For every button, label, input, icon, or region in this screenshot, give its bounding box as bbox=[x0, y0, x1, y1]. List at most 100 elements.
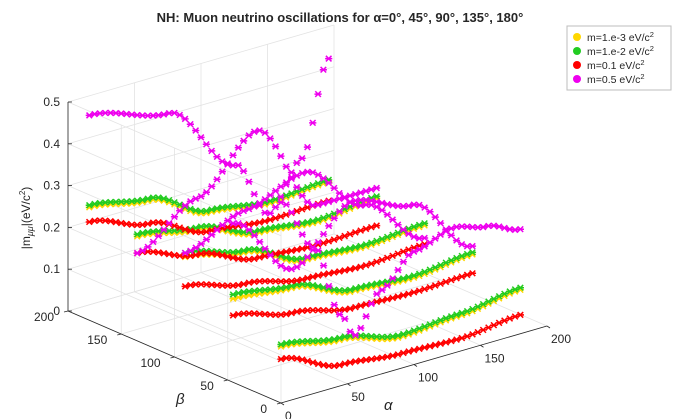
data-point bbox=[389, 216, 397, 223]
data-point bbox=[282, 254, 290, 261]
data-point bbox=[426, 208, 434, 216]
data-point bbox=[181, 115, 189, 123]
data-point bbox=[245, 226, 253, 234]
data-point bbox=[378, 286, 386, 294]
data-point bbox=[261, 245, 269, 253]
data-point bbox=[516, 284, 524, 292]
data-point bbox=[405, 251, 413, 259]
x-tick-mark bbox=[347, 383, 351, 387]
data-point bbox=[271, 203, 280, 211]
data-point bbox=[490, 222, 498, 229]
data-point bbox=[479, 223, 487, 231]
data-point bbox=[218, 221, 226, 229]
data-point bbox=[255, 202, 264, 209]
data-point bbox=[404, 230, 413, 238]
data-point bbox=[85, 218, 93, 226]
data-point bbox=[516, 311, 524, 319]
data-point bbox=[452, 237, 461, 244]
series-0-curve-beta-45 bbox=[229, 251, 477, 303]
data-point bbox=[346, 359, 354, 366]
data-point bbox=[138, 247, 147, 255]
data-point bbox=[239, 167, 248, 175]
data-point bbox=[426, 239, 434, 246]
data-point bbox=[218, 168, 226, 175]
data-point bbox=[314, 360, 322, 368]
data-point bbox=[383, 200, 391, 208]
data-point bbox=[309, 119, 317, 127]
data-point bbox=[383, 282, 391, 289]
y-tick-label: 0 bbox=[260, 402, 267, 416]
data-point bbox=[154, 111, 163, 119]
y-tick-label: 50 bbox=[200, 379, 214, 393]
data-point bbox=[389, 275, 397, 282]
x-tick-label: 200 bbox=[551, 332, 571, 346]
data-point bbox=[335, 189, 344, 197]
data-point bbox=[437, 231, 445, 238]
data-point bbox=[303, 198, 312, 206]
data-point bbox=[261, 225, 269, 233]
data-point bbox=[282, 248, 290, 256]
legend-marker bbox=[573, 47, 581, 55]
legend-entry-label: m=0.5 eV/c2 bbox=[587, 72, 645, 86]
data-point bbox=[399, 258, 407, 266]
data-point bbox=[420, 234, 429, 242]
data-point bbox=[330, 269, 338, 276]
data-point bbox=[394, 221, 402, 229]
data-point bbox=[468, 269, 477, 277]
z-tick-label: 0.1 bbox=[43, 262, 60, 276]
data-point bbox=[330, 301, 338, 309]
data-point bbox=[330, 214, 338, 222]
data-point bbox=[181, 202, 189, 209]
data-point bbox=[389, 333, 397, 340]
data-point bbox=[271, 187, 280, 195]
legend-entry-label: m=1.e-2 eV/c2 bbox=[587, 44, 654, 58]
data-point bbox=[176, 207, 184, 215]
data-point bbox=[208, 183, 216, 190]
data-point bbox=[208, 231, 216, 239]
data-point bbox=[373, 198, 381, 206]
data-point bbox=[186, 247, 195, 255]
data-point bbox=[420, 219, 429, 227]
data-marks bbox=[85, 55, 524, 370]
data-point bbox=[271, 143, 280, 150]
y-tick-mark bbox=[276, 402, 282, 405]
data-point bbox=[304, 240, 312, 247]
data-point bbox=[245, 178, 253, 186]
data-point bbox=[250, 220, 258, 227]
data-point bbox=[341, 202, 349, 210]
data-point bbox=[213, 176, 221, 183]
data-point bbox=[213, 205, 221, 212]
y-tick-mark bbox=[223, 379, 228, 382]
data-point bbox=[447, 232, 455, 239]
data-point bbox=[330, 248, 338, 255]
y-tick-label: 150 bbox=[87, 333, 107, 347]
z-tick-label: 0.2 bbox=[43, 220, 60, 234]
x-tick-mark bbox=[280, 402, 285, 406]
x-tick-label: 100 bbox=[418, 371, 438, 385]
data-point bbox=[154, 249, 163, 256]
data-point bbox=[91, 110, 99, 118]
data-point bbox=[165, 250, 173, 258]
data-point bbox=[373, 280, 381, 288]
legend-entry-label: m=1.e-3 eV/c2 bbox=[587, 30, 654, 44]
data-point bbox=[351, 358, 360, 365]
data-point bbox=[138, 229, 147, 237]
data-point bbox=[373, 222, 381, 229]
data-point bbox=[436, 219, 445, 227]
legend-marker bbox=[573, 75, 581, 83]
data-point bbox=[197, 240, 205, 248]
data-point bbox=[442, 226, 450, 233]
x-tick-label: 50 bbox=[352, 390, 366, 404]
data-point bbox=[234, 161, 242, 169]
data-point bbox=[325, 270, 333, 277]
data-point bbox=[357, 324, 365, 332]
data-point bbox=[293, 159, 301, 167]
data-point bbox=[383, 353, 391, 361]
data-point bbox=[394, 266, 402, 274]
data-point bbox=[213, 153, 221, 161]
data-point bbox=[250, 232, 258, 239]
data-point bbox=[298, 154, 306, 162]
data-point bbox=[277, 249, 285, 257]
data-point bbox=[298, 245, 306, 252]
